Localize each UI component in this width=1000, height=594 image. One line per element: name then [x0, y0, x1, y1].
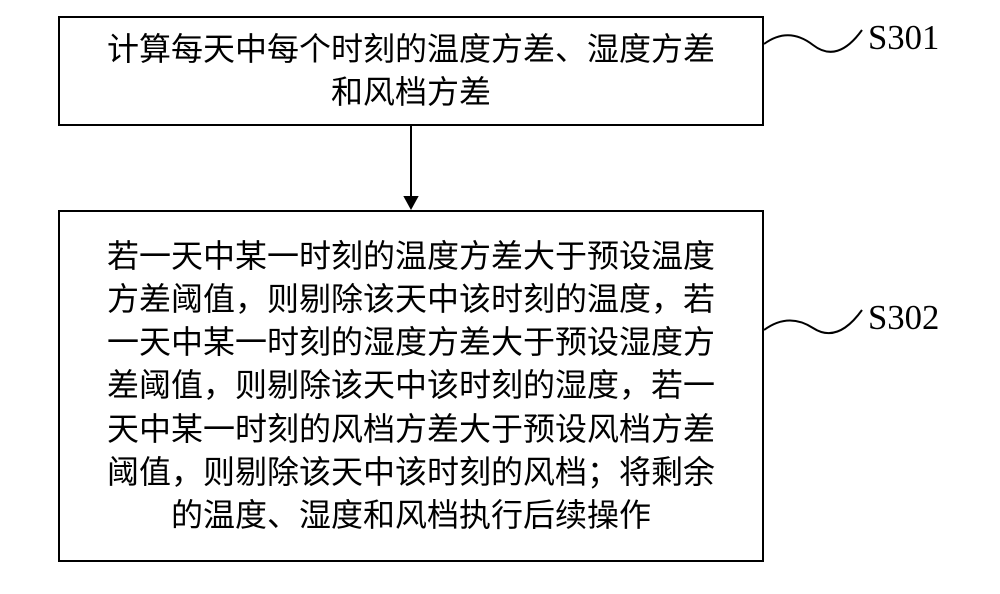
flowchart-node-s302: 若一天中某一时刻的温度方差大于预设温度 方差阈值，则剔除该天中该时刻的温度，若 … — [58, 210, 764, 562]
flowchart-node-s302-text: 若一天中某一时刻的温度方差大于预设温度 方差阈值，则剔除该天中该时刻的温度，若 … — [107, 235, 715, 537]
flowchart-node-s301: 计算每天中每个时刻的温度方差、湿度方差 和风档方差 — [58, 16, 764, 126]
step-label-s301: S301 — [868, 18, 939, 58]
flowchart-node-s301-text: 计算每天中每个时刻的温度方差、湿度方差 和风档方差 — [107, 28, 715, 114]
step-label-s302: S302 — [868, 298, 939, 338]
